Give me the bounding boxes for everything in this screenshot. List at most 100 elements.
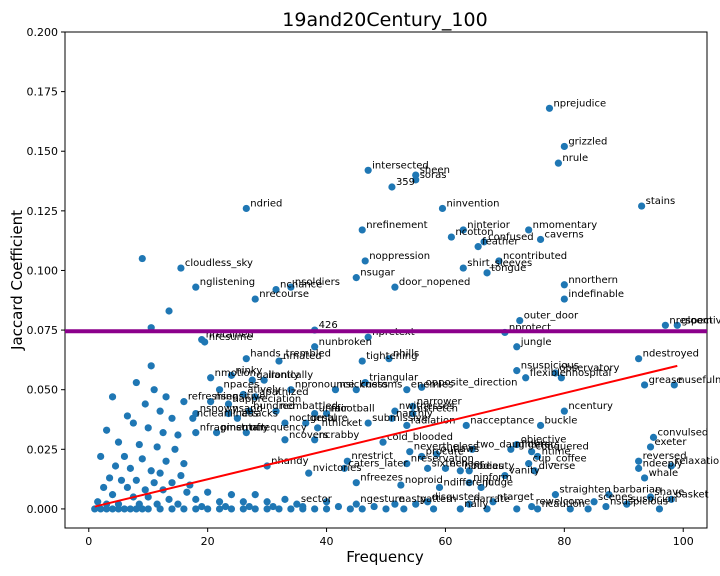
point-label: jungle: [520, 337, 552, 348]
point-label: door_nopened: [399, 277, 471, 288]
point-label: ncovers: [289, 430, 328, 441]
point-label: buckle: [545, 415, 578, 426]
point-label: nrespectively: [669, 315, 720, 326]
point-label: nvictories: [313, 463, 362, 474]
data-point: [391, 500, 399, 508]
data-point: [465, 500, 473, 508]
data-point: [147, 467, 155, 475]
x-tick-label: 20: [201, 535, 215, 548]
point-label: reversed: [643, 451, 687, 462]
data-point: [638, 202, 646, 210]
data-point: [474, 243, 482, 251]
data-point: [135, 440, 143, 449]
data-point: [97, 505, 105, 513]
data-point: [649, 433, 658, 441]
data-point: [126, 464, 134, 472]
point-label: suspicion: [631, 494, 678, 505]
data-point: [189, 414, 197, 422]
data-point: [174, 500, 182, 508]
data-point: [640, 381, 649, 389]
data-point: [673, 321, 681, 329]
point-label: nembattled: [280, 401, 338, 412]
point-label: ntime: [542, 446, 571, 457]
data-point: [477, 483, 485, 492]
data-point: [117, 476, 126, 484]
point-label: hands_trembled: [250, 349, 331, 360]
point-label: refreshing: [188, 392, 239, 403]
y-axis-label: Jaccard Coefficient: [8, 210, 26, 351]
point-label: gloom: [681, 315, 712, 326]
point-label: exeter: [655, 437, 688, 448]
data-point: [180, 398, 188, 406]
data-point: [391, 407, 399, 415]
data-point: [560, 295, 568, 303]
x-axis: 0 20 40 60 80 100: [85, 528, 694, 548]
data-point: [108, 505, 117, 513]
data-point: [144, 493, 152, 501]
axes-frame: [64, 31, 708, 529]
data-point: [364, 166, 372, 174]
point-label: noproid: [405, 475, 443, 486]
data-point: [150, 386, 158, 394]
data-point: [403, 460, 411, 468]
data-point: [153, 443, 161, 451]
point-label: ninterior: [467, 220, 511, 231]
data-point: [525, 460, 533, 468]
data-point: [159, 429, 167, 437]
point-label: nglistening: [200, 277, 255, 288]
point-label: triangular: [369, 373, 419, 384]
data-point: [322, 505, 331, 513]
data-point: [557, 374, 565, 382]
point-label: tongue: [491, 263, 526, 274]
data-point: [162, 393, 170, 401]
data-point: [513, 505, 521, 513]
point-label: ninform: [473, 473, 512, 484]
data-point: [358, 505, 366, 513]
point-label: flexible: [530, 368, 566, 379]
data-point: [623, 500, 631, 508]
point-label: outlaws: [441, 444, 480, 455]
data-point: [126, 505, 134, 513]
data-point: [525, 226, 533, 234]
data-point: [242, 355, 250, 363]
point-label: nacceptance: [470, 415, 534, 426]
data-point: [272, 407, 280, 415]
point-label: nfreezes: [360, 473, 403, 484]
data-point: [560, 281, 568, 289]
data-point: [352, 274, 360, 282]
point-label: ndifferent: [444, 477, 493, 488]
x-tick-label: 60: [438, 535, 452, 548]
data-point: [272, 285, 280, 294]
data-point: [224, 409, 233, 418]
data-point: [412, 176, 420, 184]
data-point: [667, 495, 675, 503]
point-label: shirt_sleeves: [467, 258, 532, 269]
data-point: [358, 357, 366, 365]
point-label: procure: [426, 446, 464, 457]
data-point: [397, 481, 405, 489]
data-point: [281, 436, 289, 444]
y-tick-label: 0.025: [27, 443, 59, 456]
point-label: nsoldiers: [295, 277, 340, 288]
data-point: [120, 452, 129, 461]
data-point: [311, 436, 319, 444]
data-point: [204, 488, 212, 496]
point-label: nprejudice: [553, 98, 606, 109]
y-axis: 0.000 0.025 0.050 0.075 0.100 0.125 0.150 0.175…: [27, 26, 65, 516]
point-label: npronounce: [295, 380, 354, 391]
data-point: [299, 505, 307, 513]
data-point: [251, 505, 259, 513]
data-point: [132, 505, 140, 513]
point-label: tightening: [366, 351, 417, 362]
data-point: [174, 431, 182, 439]
point-label: atively: [247, 384, 281, 395]
data-point: [138, 505, 146, 513]
point-label: ironically: [268, 370, 313, 381]
point-label: sector: [301, 494, 333, 505]
data-point: [635, 355, 643, 363]
data-point: [311, 343, 319, 351]
point-label: sheen: [420, 165, 450, 176]
y-tick-label: 0.150: [27, 145, 59, 158]
point-label: pinstruct: [221, 423, 266, 434]
